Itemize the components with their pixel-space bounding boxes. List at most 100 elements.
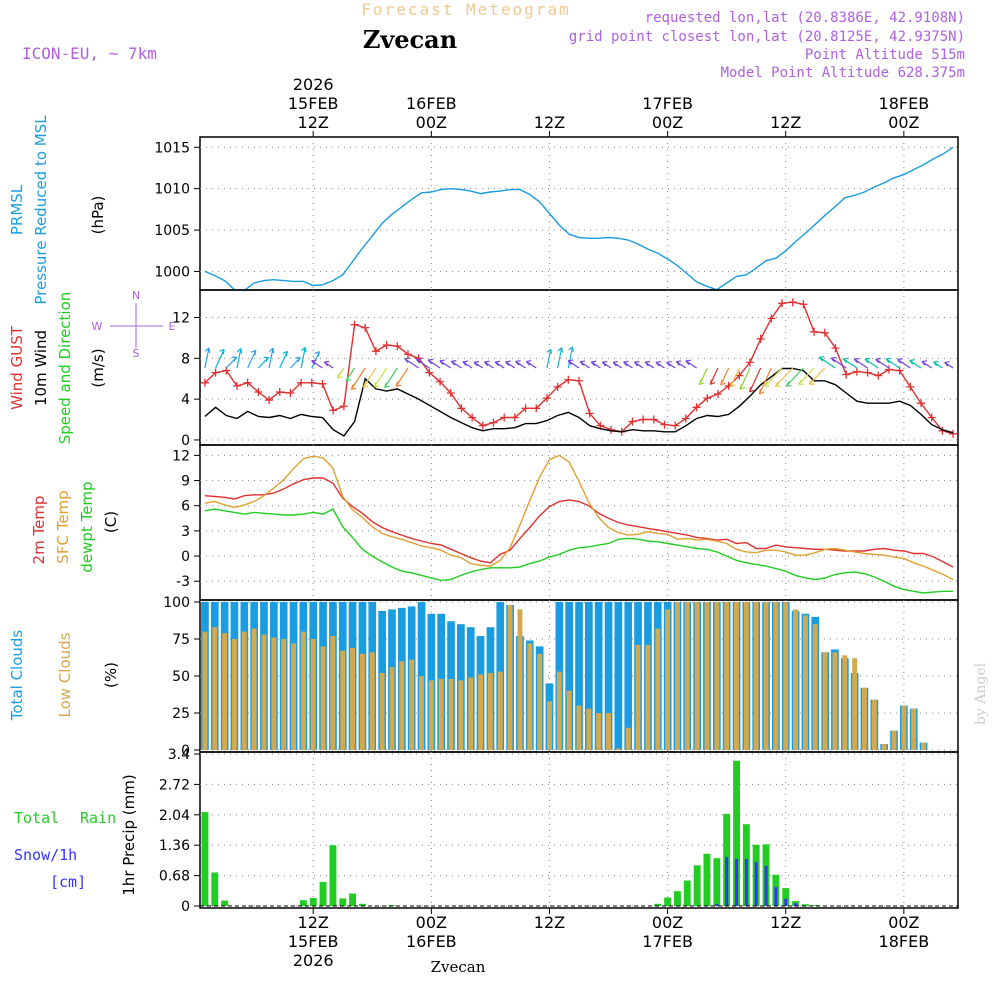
wind-arrow bbox=[404, 357, 420, 369]
wind-arrow-head bbox=[250, 349, 257, 356]
wind-arrow-head bbox=[362, 382, 369, 388]
gust-marker bbox=[671, 421, 680, 430]
low-cloud-bar bbox=[360, 653, 365, 750]
pressure-unit: (hPa) bbox=[89, 196, 107, 235]
wind-arrow bbox=[362, 367, 377, 388]
wind-unit: (m/s) bbox=[89, 348, 107, 387]
gust-marker bbox=[585, 409, 594, 418]
ytick-label: 0 bbox=[181, 743, 190, 759]
rain-bar bbox=[811, 905, 819, 906]
wind-arrow bbox=[720, 367, 730, 386]
low-cloud-bar bbox=[330, 636, 336, 750]
low-cloud-bar bbox=[222, 633, 227, 750]
total-clouds-label: Total Clouds bbox=[8, 630, 26, 722]
gust-marker bbox=[884, 365, 893, 374]
gust-marker bbox=[639, 415, 648, 424]
temp-labels: 2m Temp SFC Temp dewpt Temp (C) bbox=[30, 481, 120, 572]
model-altitude: Model Point Altitude 628.375m bbox=[721, 65, 965, 81]
gust-marker bbox=[382, 341, 391, 350]
low-cloud-bar bbox=[399, 661, 405, 750]
snow-bar bbox=[725, 856, 729, 906]
wind-arrow-shaft bbox=[373, 367, 388, 388]
gust-marker bbox=[521, 404, 530, 413]
precip-rain-label: Rain bbox=[80, 809, 116, 827]
time-label: 00Z bbox=[652, 113, 683, 132]
wind-arrow-shaft bbox=[864, 358, 879, 369]
low-cloud-bar bbox=[655, 628, 661, 750]
snow-bar bbox=[744, 859, 748, 906]
wind-arrow bbox=[666, 360, 676, 369]
wind-arrow bbox=[675, 360, 687, 369]
time-label: 12Z bbox=[298, 913, 329, 932]
low-cloud-bar bbox=[704, 602, 710, 750]
wind-arrow-head bbox=[830, 356, 837, 363]
rain-bar bbox=[693, 865, 701, 906]
gust-marker bbox=[275, 387, 284, 396]
gust-marker bbox=[243, 378, 252, 387]
low-cloud-bar bbox=[419, 676, 424, 750]
ytick-label: 0 bbox=[181, 433, 190, 449]
gust-marker bbox=[756, 334, 765, 343]
wind-arrow bbox=[655, 360, 665, 369]
low-cloud-bar bbox=[478, 674, 483, 750]
gust-marker bbox=[361, 323, 370, 332]
wind-arrow-head bbox=[699, 379, 705, 386]
wind-arrow bbox=[567, 346, 574, 369]
low-cloud-bar bbox=[753, 602, 759, 750]
wind-arrow-head bbox=[295, 357, 301, 363]
wind-arrow bbox=[730, 367, 740, 388]
ytick-label: 1005 bbox=[154, 223, 190, 239]
wind-arrow bbox=[373, 367, 388, 388]
ytick-label: 100 bbox=[163, 595, 190, 611]
low-cloud-bar bbox=[310, 639, 316, 750]
gust-marker bbox=[735, 371, 744, 380]
low-cloud-bar bbox=[537, 653, 543, 750]
wind-arrow-shaft bbox=[384, 367, 398, 388]
gust-marker bbox=[703, 394, 712, 403]
wind-arrow bbox=[345, 367, 356, 382]
wind-arrow bbox=[215, 348, 225, 369]
wind-arrow bbox=[933, 360, 943, 369]
low-cloud-bar bbox=[615, 748, 621, 750]
gust-marker bbox=[510, 413, 519, 422]
gust-marker bbox=[692, 403, 701, 412]
low-cloud-bar bbox=[911, 708, 917, 750]
low-cloud-bar bbox=[389, 667, 395, 750]
ytick-label: 1.36 bbox=[159, 838, 190, 854]
low-cloud-bar bbox=[783, 602, 789, 750]
wind-arrow-head bbox=[921, 360, 928, 366]
gust-marker bbox=[746, 358, 755, 367]
wind-arrow bbox=[944, 361, 954, 369]
wind-arrow bbox=[515, 360, 526, 369]
low-cloud-bar bbox=[665, 609, 670, 750]
rain-bar bbox=[221, 900, 229, 906]
precip-total-label: Total bbox=[14, 809, 59, 827]
gust-marker bbox=[307, 378, 316, 387]
wind-arrow-head bbox=[675, 360, 682, 366]
low-cloud-bar bbox=[438, 679, 444, 750]
wind-arrow bbox=[764, 367, 783, 387]
subtitle: Forecast Meteogram bbox=[361, 0, 570, 19]
wind-arrow-head bbox=[739, 384, 746, 390]
wind-arrow-shaft bbox=[236, 348, 242, 369]
watermark: by Angel bbox=[973, 662, 989, 725]
gridpoint-coords: grid point closest lon,lat (20.8125E, 42… bbox=[569, 29, 965, 45]
gust-marker bbox=[906, 382, 915, 391]
wind-arrow bbox=[774, 367, 794, 387]
low-cloud-bar bbox=[409, 659, 415, 750]
wind-arrow-shaft bbox=[798, 367, 815, 385]
ytick-label: -3 bbox=[176, 574, 190, 590]
wind-arrow-shaft bbox=[785, 367, 804, 387]
wind-arrow-head bbox=[231, 356, 238, 362]
gust-marker bbox=[436, 377, 445, 386]
wind-arrow bbox=[268, 347, 275, 369]
wind-arrow bbox=[546, 348, 553, 369]
wind-arrow-head bbox=[384, 382, 390, 388]
wind-arrow-shaft bbox=[215, 349, 225, 369]
time-label: 00Z bbox=[652, 913, 683, 932]
wind-arrow-head bbox=[314, 351, 320, 357]
low-cloud-bar bbox=[871, 699, 877, 750]
gust-marker bbox=[393, 342, 402, 351]
